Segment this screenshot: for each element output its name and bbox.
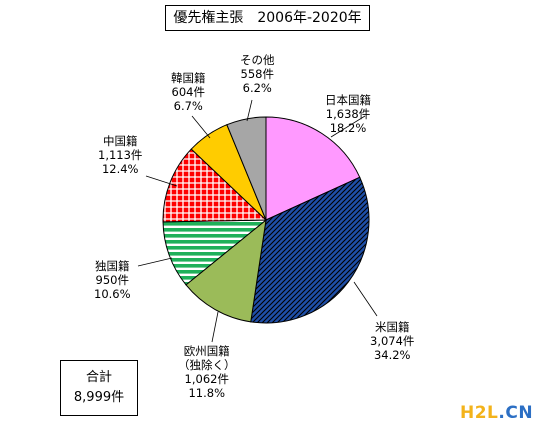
leader-lines [137, 99, 378, 343]
pie-slice-other [226, 116, 267, 221]
watermark-logo: H2L.CN [460, 403, 533, 423]
label-europe-percent: 11.8% [188, 386, 226, 400]
label-germany: 独国籍 950件 10.6% [94, 259, 131, 301]
label-korea-count: 604件 [171, 85, 205, 99]
label-europe-name: 欧州国籍 [183, 344, 230, 358]
label-china-count: 1,113件 [98, 148, 143, 162]
label-japan-name: 日本国籍 [325, 93, 371, 107]
label-china-percent: 12.4% [101, 162, 139, 176]
pie-slice-germany [162, 219, 268, 286]
watermark-part1: H2L [460, 403, 499, 423]
leader-line-other [246, 99, 253, 122]
label-china: 中国籍 1,113件 12.4% [98, 134, 142, 176]
label-germany-name: 独国籍 [95, 259, 130, 273]
label-korea-percent: 6.7% [173, 99, 203, 113]
label-japan-percent: 18.2% [329, 121, 367, 135]
label-europe-count: 1,062件 [184, 372, 229, 386]
label-us-count: 3,074件 [370, 334, 415, 348]
pie-slice-china [162, 148, 268, 223]
label-other-percent: 6.2% [242, 81, 272, 95]
leader-line-europe [211, 311, 219, 343]
label-germany-percent: 10.6% [94, 287, 131, 301]
leader-line-china [145, 175, 178, 187]
label-other-count: 558件 [240, 67, 274, 81]
label-korea: 韓国籍 604件 6.7% [171, 71, 206, 113]
label-europe-sublabel: （独除く） [178, 358, 236, 372]
label-other: その他 558件 6.2% [240, 53, 275, 95]
pie-slice-europe [185, 218, 267, 323]
total-label: 合計 [85, 370, 112, 385]
leader-line-korea [191, 115, 211, 139]
label-us-percent: 34.2% [373, 348, 411, 362]
chart-title: 優先権主張 2006年-2020年 [165, 5, 370, 31]
label-germany-count: 950件 [95, 273, 129, 287]
pie-slice-japan [265, 116, 361, 221]
total-value: 8,999件 [73, 390, 125, 405]
leader-line-germany [137, 257, 173, 267]
label-korea-name: 韓国籍 [171, 71, 206, 85]
pie-slice-us [250, 176, 370, 324]
label-us: 米国籍 3,074件 34.2% [370, 320, 414, 362]
leader-line-japan [330, 115, 366, 138]
watermark-part2: .CN [498, 403, 534, 423]
pie-slices [162, 116, 370, 324]
label-china-name: 中国籍 [102, 134, 138, 148]
label-japan-count: 1,638件 [325, 107, 371, 121]
label-other-name: その他 [240, 53, 275, 67]
leader-line-us [353, 281, 378, 317]
total-box: 合計 8,999件 [60, 360, 138, 416]
label-japan: 日本国籍 1,638件 18.2% [325, 93, 371, 135]
label-us-name: 米国籍 [374, 320, 410, 334]
label-europe: 欧州国籍 （独除く） 1,062件 11.8% [178, 344, 236, 400]
